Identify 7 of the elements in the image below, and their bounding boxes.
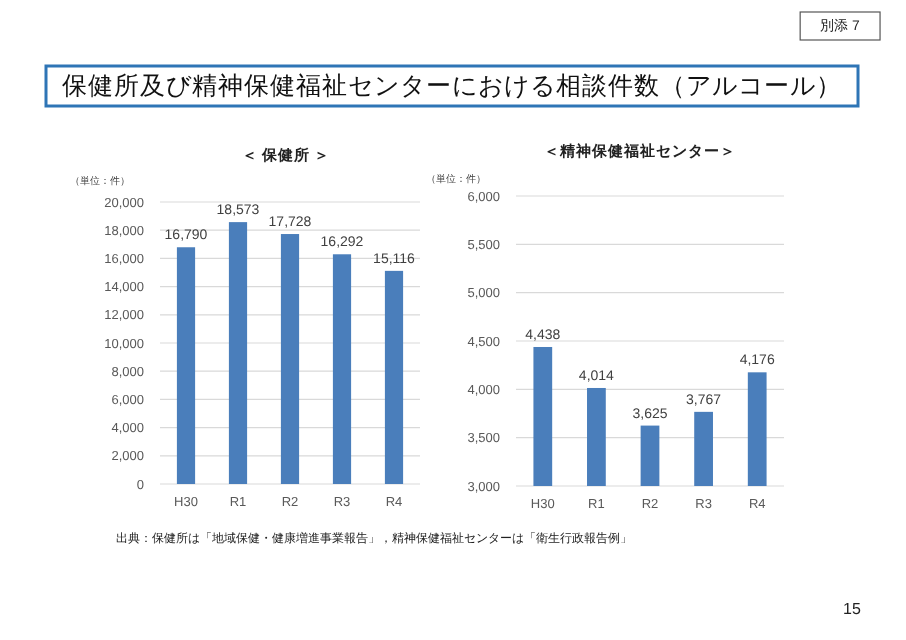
text: 保健所及び精神保健福祉センターにおける相談件数（アルコール）: [62, 72, 842, 100]
bar: [176, 247, 196, 484]
bar: [228, 222, 248, 484]
bar: [384, 270, 404, 484]
text: 15: [843, 600, 862, 618]
bar: [332, 254, 352, 484]
bar: [280, 234, 300, 484]
